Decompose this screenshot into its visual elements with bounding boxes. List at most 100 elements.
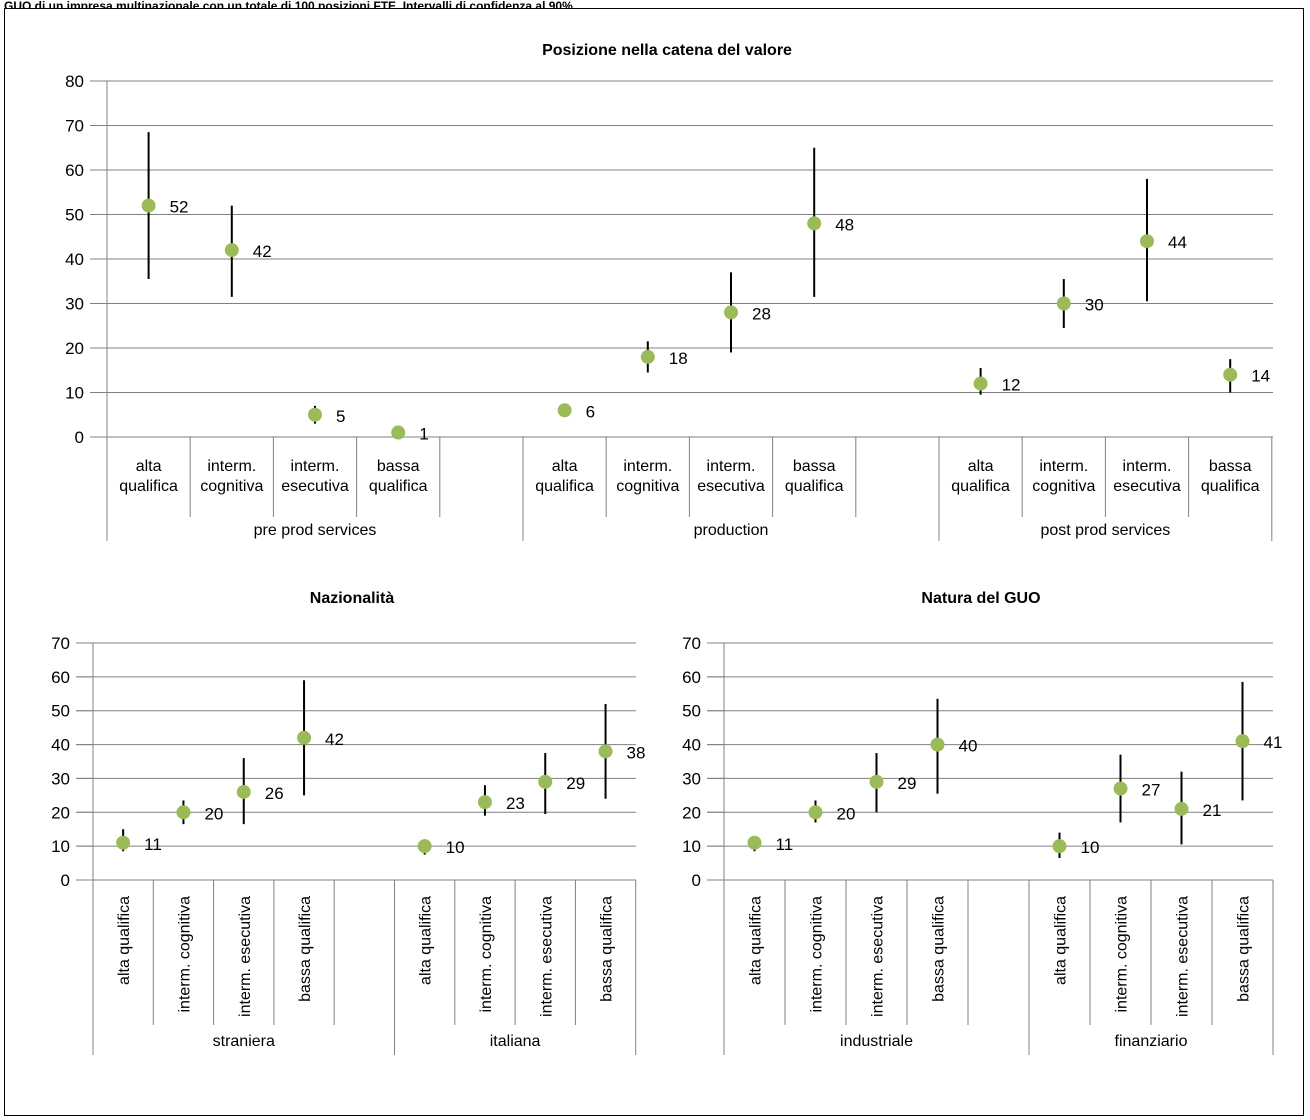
- category-label: interm. esecutiva: [281, 458, 349, 495]
- data-point: [807, 216, 822, 231]
- category-label: alta qualifica: [418, 896, 435, 985]
- category-label: interm. cognitiva: [200, 458, 263, 495]
- data-point: [973, 376, 988, 391]
- y-tick-label: 70: [682, 634, 701, 653]
- data-point: [297, 730, 312, 745]
- data-point: [1223, 367, 1238, 382]
- y-tick-label: 40: [682, 736, 701, 755]
- category-label: bassa qualifica: [931, 896, 948, 1002]
- data-label: 38: [627, 743, 646, 762]
- y-tick-label: 20: [65, 339, 84, 358]
- data-label: 44: [1168, 233, 1187, 252]
- data-label: 27: [1142, 781, 1161, 800]
- y-tick-label: 30: [65, 295, 84, 314]
- data-label: 10: [446, 838, 465, 857]
- data-label: 10: [1081, 838, 1100, 857]
- figure-title: GUO di un impresa multinazionale con un …: [4, 0, 573, 8]
- category-label: interm. esecutiva: [237, 896, 254, 1017]
- category-label: interm. cognitiva: [616, 458, 679, 495]
- data-point: [640, 349, 655, 364]
- data-label: 28: [752, 304, 771, 323]
- data-label: 29: [566, 774, 585, 793]
- category-label: interm. cognitiva: [176, 896, 193, 1013]
- chart-title: Posizione nella catena del valore: [542, 42, 792, 59]
- data-point: [116, 835, 131, 850]
- data-label: 5: [336, 407, 345, 426]
- data-label: 40: [959, 737, 978, 756]
- group-label: italiana: [490, 1033, 541, 1050]
- data-label: 12: [1002, 376, 1021, 395]
- y-tick-label: 30: [682, 769, 701, 788]
- category-label: bassa qualifica: [369, 458, 428, 495]
- category-label: alta qualifica: [748, 896, 765, 985]
- data-label: 23: [506, 794, 525, 813]
- data-point: [236, 784, 251, 799]
- data-point: [1235, 734, 1250, 749]
- y-tick-label: 50: [682, 702, 701, 721]
- data-point: [538, 774, 553, 789]
- data-label: 41: [1264, 733, 1283, 752]
- y-tick-label: 20: [51, 803, 70, 822]
- data-label: 29: [898, 774, 917, 793]
- data-point: [930, 737, 945, 752]
- category-label: alta qualifica: [951, 458, 1010, 495]
- y-tick-label: 10: [51, 837, 70, 856]
- y-tick-label: 80: [65, 72, 84, 91]
- data-point: [1113, 781, 1128, 796]
- data-label: 18: [669, 349, 688, 368]
- data-point: [1052, 839, 1067, 854]
- chart-1: Posizione nella catena del valore 0 10 20 30…: [65, 42, 1273, 541]
- data-point: [557, 403, 572, 418]
- y-tick-label: 70: [65, 117, 84, 136]
- data-point: [417, 839, 432, 854]
- category-label: bassa qualifica: [785, 458, 844, 495]
- category-label: alta qualifica: [119, 458, 178, 495]
- chart-title: Natura del GUO: [921, 590, 1040, 607]
- chart-2: Nazionalità 0 10 20 30 40 50 60 70 straniera 11 alt…: [51, 590, 645, 1055]
- y-tick-label: 20: [682, 803, 701, 822]
- category-label: interm. esecutiva: [1113, 458, 1181, 495]
- data-point: [477, 795, 492, 810]
- y-tick-label: 30: [51, 769, 70, 788]
- y-tick-label: 50: [51, 702, 70, 721]
- y-tick-label: 10: [682, 837, 701, 856]
- data-point: [308, 407, 322, 422]
- y-tick-label: 0: [61, 871, 70, 890]
- category-label: bassa qualifica: [297, 896, 314, 1002]
- data-label: 30: [1085, 296, 1104, 315]
- data-point: [1056, 296, 1071, 311]
- data-point: [1140, 234, 1154, 249]
- data-label: 42: [325, 730, 344, 749]
- y-tick-label: 40: [65, 250, 84, 269]
- category-label: alta qualifica: [535, 458, 594, 495]
- category-label: alta qualifica: [1053, 896, 1070, 985]
- category-label: bassa qualifica: [1236, 896, 1253, 1002]
- data-point: [1174, 801, 1189, 816]
- data-label: 11: [144, 835, 162, 854]
- group-label: pre prod services: [254, 522, 377, 539]
- data-label: 1: [419, 425, 428, 444]
- category-label: bassa qualifica: [599, 896, 616, 1002]
- category-label: interm. cognitiva: [809, 896, 826, 1013]
- data-label: 20: [837, 804, 856, 823]
- figure-frame: [4, 8, 1304, 1116]
- y-tick-label: 60: [51, 668, 70, 687]
- y-tick-label: 40: [51, 736, 70, 755]
- data-point: [224, 243, 239, 258]
- data-point: [747, 835, 762, 850]
- data-label: 26: [265, 784, 284, 803]
- data-point: [808, 805, 823, 820]
- y-tick-label: 50: [65, 206, 84, 225]
- y-tick-label: 0: [75, 428, 84, 447]
- y-tick-label: 0: [692, 871, 701, 890]
- data-point: [391, 425, 406, 440]
- category-label: bassa qualifica: [1201, 458, 1260, 495]
- data-point: [141, 198, 156, 213]
- group-label: industriale: [840, 1033, 913, 1050]
- category-label: alta qualifica: [116, 896, 133, 985]
- category-label: interm. cognitiva: [478, 896, 495, 1013]
- group-label: finanziario: [1115, 1033, 1188, 1050]
- data-label: 14: [1251, 367, 1270, 386]
- y-tick-label: 10: [65, 384, 84, 403]
